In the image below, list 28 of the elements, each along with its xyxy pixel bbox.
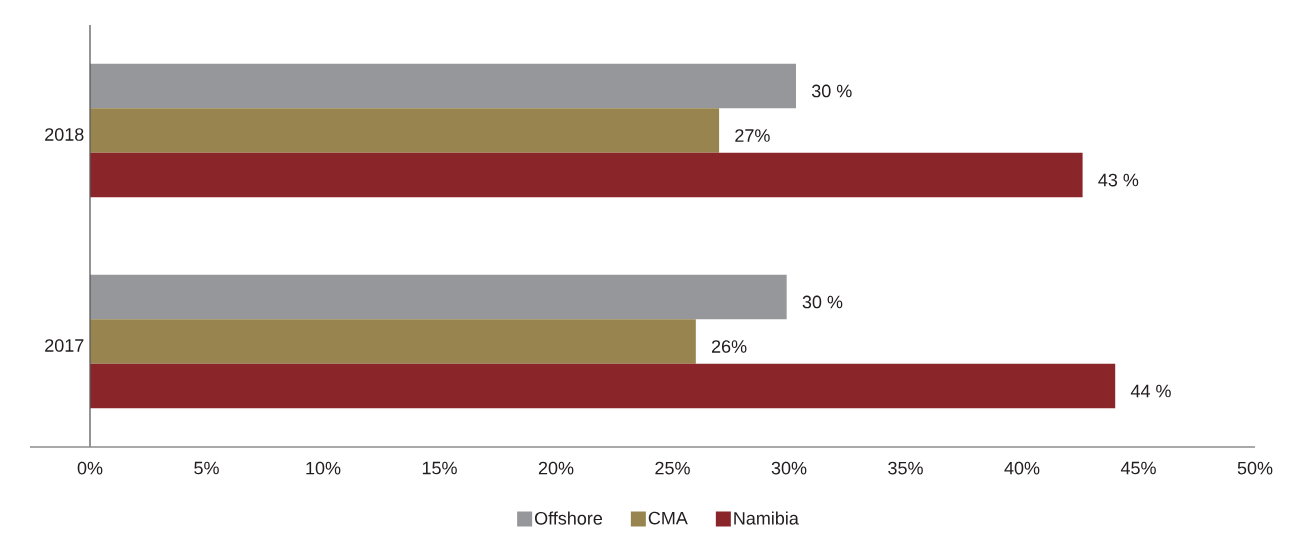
x-tick-label: 10% [306, 461, 341, 475]
x-tick-label: 15% [422, 461, 457, 475]
legend-label: CMA [648, 511, 688, 525]
x-tick-label: 5% [194, 461, 219, 475]
x-tick-label: 45% [1120, 461, 1156, 475]
bar [90, 63, 796, 109]
data-label: 30 % [802, 295, 843, 309]
bar [90, 363, 1116, 409]
x-tick-label: 20% [538, 461, 574, 475]
bar [90, 152, 1083, 198]
bar [90, 108, 720, 153]
data-label: 27% [735, 129, 770, 142]
bar [90, 274, 787, 320]
y-tick-label: 2018 [45, 128, 84, 141]
x-tick-label: 40% [1004, 461, 1040, 475]
data-label: 44 % [1130, 384, 1171, 398]
data-label: 26% [711, 340, 747, 353]
x-tick-label: 0% [77, 461, 103, 475]
y-tick-label: 2017 [45, 339, 84, 352]
x-tick-label: 25% [655, 461, 690, 475]
data-label: 30 % [811, 84, 852, 98]
x-tick-label: 50% [1237, 461, 1273, 475]
bar [90, 319, 696, 364]
x-tick-label: 35% [888, 461, 923, 475]
legend-label: Offshore [534, 511, 603, 525]
legend-label: Namibia [734, 511, 799, 525]
x-tick-label: 30% [771, 461, 807, 475]
data-label: 43 % [1098, 173, 1139, 187]
